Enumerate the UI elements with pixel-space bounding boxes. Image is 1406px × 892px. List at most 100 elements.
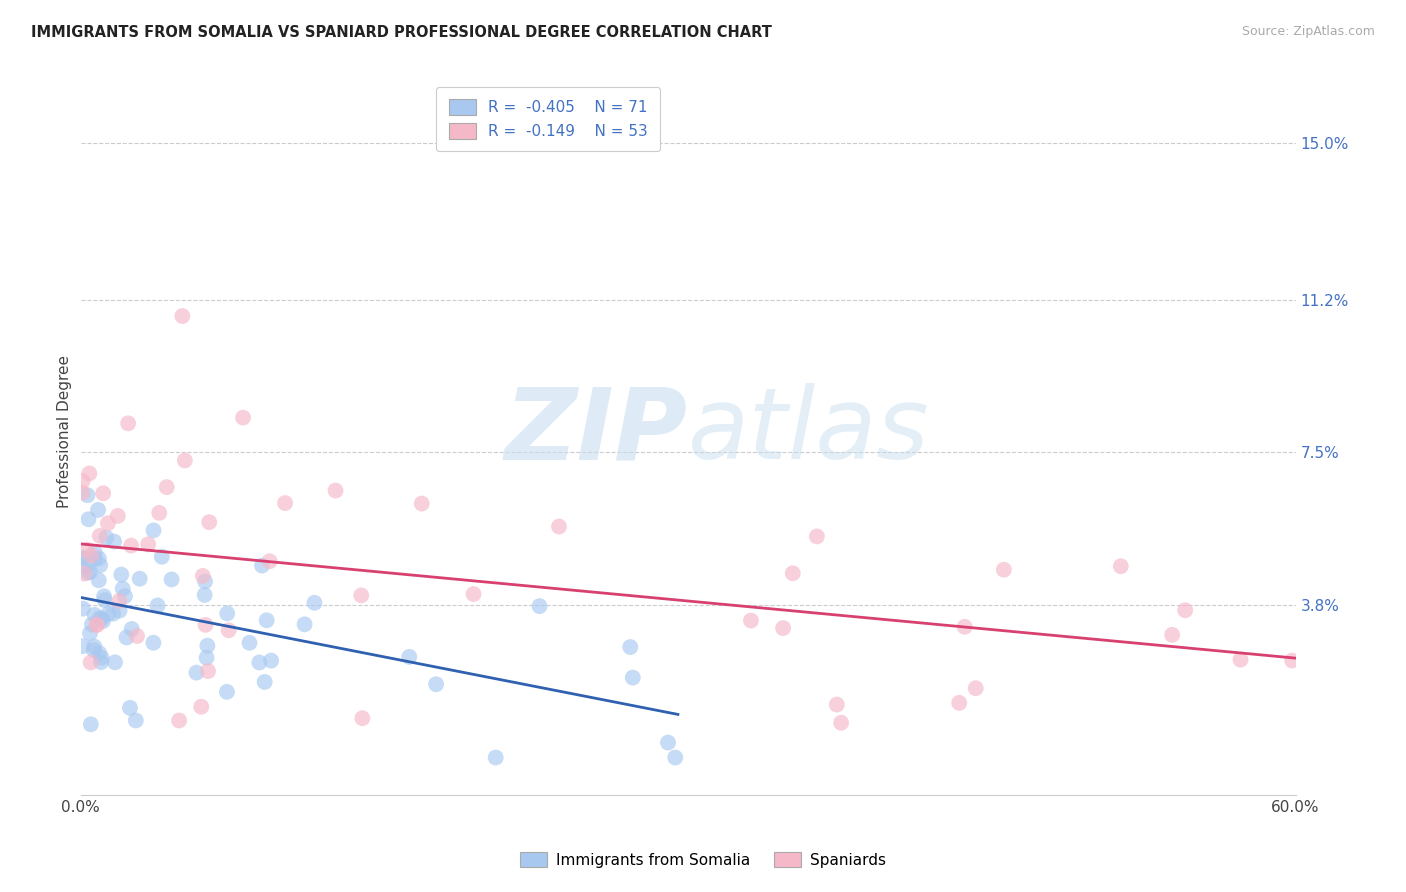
Point [948,696,970,710]
Point [79,467,101,481]
Point [80,549,103,563]
Point [91,486,114,500]
Point [215,685,238,699]
Point [114,589,136,603]
Point [772,621,794,635]
Point [485,750,508,764]
Text: ZIP: ZIP [505,383,688,480]
Point [115,631,138,645]
Point [425,677,447,691]
Point [96,531,118,545]
Point [218,624,240,638]
Point [79,626,101,640]
Point [411,497,433,511]
Point [993,563,1015,577]
Point [83,607,105,622]
Point [260,654,283,668]
Point [72,552,94,566]
Point [1229,652,1251,666]
Point [128,572,150,586]
Point [89,529,111,543]
Point [76,566,98,580]
Point [529,599,551,614]
Point [117,417,139,431]
Point [77,512,100,526]
Point [160,573,183,587]
Point [191,569,214,583]
Point [217,607,239,621]
Point [156,480,179,494]
Point [121,622,143,636]
Point [91,614,114,628]
Point [72,550,94,565]
Point [782,566,804,581]
Point [83,545,105,559]
Point [259,554,281,568]
Point [190,699,212,714]
Legend: Immigrants from Somalia, Spaniards: Immigrants from Somalia, Spaniards [513,846,893,873]
Point [107,508,129,523]
Point [90,655,112,669]
Point [76,488,98,502]
Point [173,453,195,467]
Point [148,506,170,520]
Point [104,655,127,669]
Point [1174,603,1197,617]
Point [111,582,134,596]
Point [87,551,110,566]
Point [101,607,124,621]
Point [352,711,374,725]
Point [247,656,270,670]
Point [87,574,110,588]
Point [965,681,987,696]
Point [195,650,218,665]
Point [90,612,112,626]
Point [463,587,485,601]
Point [108,594,131,608]
Y-axis label: Professional Degree: Professional Degree [58,355,72,508]
Point [84,551,107,566]
Point [825,698,848,712]
Point [657,735,679,749]
Point [87,503,110,517]
Point [195,639,218,653]
Point [194,588,217,602]
Point [97,607,120,621]
Point [548,519,571,533]
Point [72,601,94,615]
Point [619,640,641,654]
Point [76,542,98,557]
Point [294,617,316,632]
Point [120,539,142,553]
Point [1109,559,1132,574]
Point [194,618,217,632]
Point [150,549,173,564]
Point [86,618,108,632]
Point [125,629,148,643]
Point [253,675,276,690]
Point [72,639,94,653]
Point [806,529,828,543]
Point [79,565,101,579]
Point [97,516,120,531]
Text: IMMIGRANTS FROM SOMALIA VS SPANIARD PROFESSIONAL DEGREE CORRELATION CHART: IMMIGRANTS FROM SOMALIA VS SPANIARD PROF… [31,25,772,40]
Text: Source: ZipAtlas.com: Source: ZipAtlas.com [1241,25,1375,38]
Point [250,558,273,573]
Point [172,309,194,323]
Point [198,515,221,529]
Point [304,596,326,610]
Point [740,614,762,628]
Point [89,646,111,660]
Point [232,410,254,425]
Point [194,574,217,589]
Point [90,650,112,665]
Point [142,636,165,650]
Point [118,701,141,715]
Point [72,474,94,488]
Point [186,665,208,680]
Point [103,534,125,549]
Point [621,671,644,685]
Point [83,640,105,654]
Point [79,656,101,670]
Point [73,560,96,574]
